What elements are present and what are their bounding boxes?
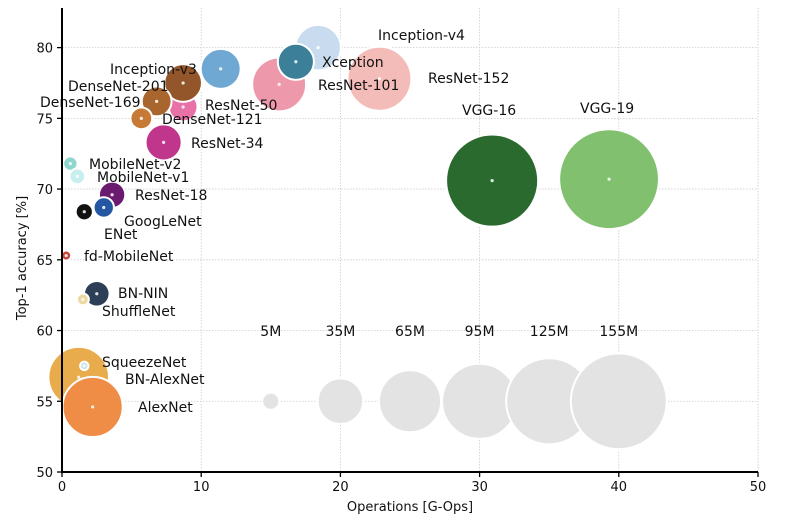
bubble-densenet-169 bbox=[129, 106, 154, 131]
bubble-label: ResNet-18 bbox=[135, 188, 207, 204]
y-tick-label: 80 bbox=[36, 42, 53, 57]
bubble-label: ResNet-34 bbox=[191, 136, 264, 152]
bubble-label: AlexNet bbox=[138, 400, 193, 416]
bubble-googlenet bbox=[92, 196, 115, 219]
bubble-center-dot bbox=[181, 81, 185, 85]
size-legend-bubble bbox=[377, 369, 443, 434]
bubble-center-dot bbox=[219, 67, 223, 71]
bubble-densenet-201 bbox=[140, 85, 173, 118]
bubble-center-dot bbox=[81, 297, 85, 302]
bubble-label: DenseNet-169 bbox=[40, 95, 141, 111]
bubble-unlabeled bbox=[199, 47, 242, 90]
bubble-center-dot bbox=[102, 205, 106, 210]
y-axis-title: Top-1 accuracy [%] bbox=[15, 196, 30, 321]
bubble-label: MobileNet-v2 bbox=[89, 157, 181, 173]
bubble-center-dot bbox=[155, 99, 159, 103]
bubble-shufflenet bbox=[75, 292, 90, 307]
bubble-labels: VGG-19 VGG-16 ResNet-152 Inception-v4 ResNet… bbox=[40, 28, 634, 416]
y-tick-label: 70 bbox=[36, 183, 53, 198]
bubble-label: MobileNet-v1 bbox=[97, 170, 189, 186]
bubble-label: BN-AlexNet bbox=[125, 372, 205, 388]
bubble-label: GoogLeNet bbox=[124, 214, 202, 230]
bubble-center-dot bbox=[316, 46, 320, 50]
bubble-label: ResNet-50 bbox=[205, 98, 277, 114]
bubble-label: fd-MobileNet bbox=[84, 249, 174, 265]
y-tick-label: 60 bbox=[36, 325, 53, 340]
size-legend-bubble bbox=[316, 377, 365, 426]
bubble-resnet-34 bbox=[144, 123, 183, 162]
bubble-label: VGG-16 bbox=[462, 103, 516, 119]
size-legend-label: 5M bbox=[260, 324, 281, 340]
bubble-center-dot bbox=[490, 178, 494, 183]
bubbles bbox=[47, 23, 660, 438]
bubble-xception bbox=[276, 42, 315, 81]
bubble-label: BN-NIN bbox=[118, 286, 168, 302]
bubble-center-dot bbox=[181, 105, 185, 109]
bubble-center-dot bbox=[294, 60, 298, 64]
bubble-center-dot bbox=[91, 405, 95, 409]
bubble-label: ResNet-101 bbox=[318, 78, 399, 94]
bubble-center-dot bbox=[75, 174, 79, 178]
axes: 0 10 20 30 40 50 50 55 60 65 70 75 80 bbox=[36, 8, 766, 495]
bubble-vgg-16 bbox=[445, 133, 540, 228]
bubble-center-dot bbox=[82, 210, 86, 214]
x-axis-title: Operations [G-Ops] bbox=[347, 500, 473, 515]
bubble-center-dot bbox=[68, 162, 72, 166]
x-tick-label: 40 bbox=[611, 480, 628, 495]
bubble-center-dot bbox=[607, 177, 611, 181]
size-legend-label: 35M bbox=[325, 324, 355, 340]
bubble-center-dot bbox=[277, 82, 281, 86]
bubble-enet bbox=[74, 202, 94, 222]
bubble-center-dot bbox=[95, 292, 99, 296]
bubble-mobilenet-v1 bbox=[68, 167, 87, 186]
bubble-label: VGG-19 bbox=[580, 101, 634, 117]
size-legend-label: 65M bbox=[395, 324, 425, 340]
bubble-label: ENet bbox=[104, 227, 138, 243]
bubble-center-dot bbox=[162, 140, 166, 144]
size-legend-bubble bbox=[569, 352, 668, 451]
size-legend-label: 125M bbox=[530, 324, 569, 340]
size-legend-label: 95M bbox=[465, 324, 495, 340]
x-tick-label: 10 bbox=[193, 480, 210, 495]
bubble-label: ResNet-152 bbox=[428, 71, 509, 87]
bubble-label: Inception-v3 bbox=[110, 62, 197, 78]
x-tick-label: 0 bbox=[58, 480, 66, 495]
bubble-center-dot bbox=[82, 364, 86, 368]
bubble-center-dot bbox=[64, 253, 68, 258]
y-tick-label: 55 bbox=[36, 395, 53, 410]
bubble-label: DenseNet-121 bbox=[162, 112, 263, 128]
bubble-center-dot bbox=[377, 77, 381, 81]
x-tick-label: 50 bbox=[750, 480, 767, 495]
bubble-center-dot bbox=[139, 116, 143, 120]
bubble-label: Inception-v4 bbox=[378, 28, 465, 44]
x-tick-label: 30 bbox=[471, 480, 488, 495]
bubble-squeezenet bbox=[79, 360, 90, 372]
bubble-vgg-19 bbox=[558, 128, 660, 231]
bubble-label: Xception bbox=[322, 55, 384, 71]
bubble-center-dot bbox=[110, 193, 114, 197]
size-legend-bubble bbox=[261, 391, 281, 411]
y-tick-label: 65 bbox=[36, 254, 53, 269]
y-tick-label: 75 bbox=[36, 112, 53, 127]
size-legend: 5M 35M 65M 95M 125M 155M bbox=[260, 324, 668, 451]
bubble-inception-v3 bbox=[163, 63, 203, 103]
size-legend-label: 155M bbox=[599, 324, 638, 340]
bubble-resnet-152 bbox=[346, 45, 413, 112]
bubble-alexnet bbox=[61, 375, 124, 438]
y-tick-label: 50 bbox=[36, 466, 53, 481]
bubble-label: SqueezeNet bbox=[102, 355, 187, 371]
x-tick-label: 20 bbox=[332, 480, 349, 495]
bubble-center-dot bbox=[77, 375, 81, 379]
bubble-label: DenseNet-201 bbox=[68, 79, 169, 95]
bubble-label: ShuffleNet bbox=[102, 304, 176, 320]
